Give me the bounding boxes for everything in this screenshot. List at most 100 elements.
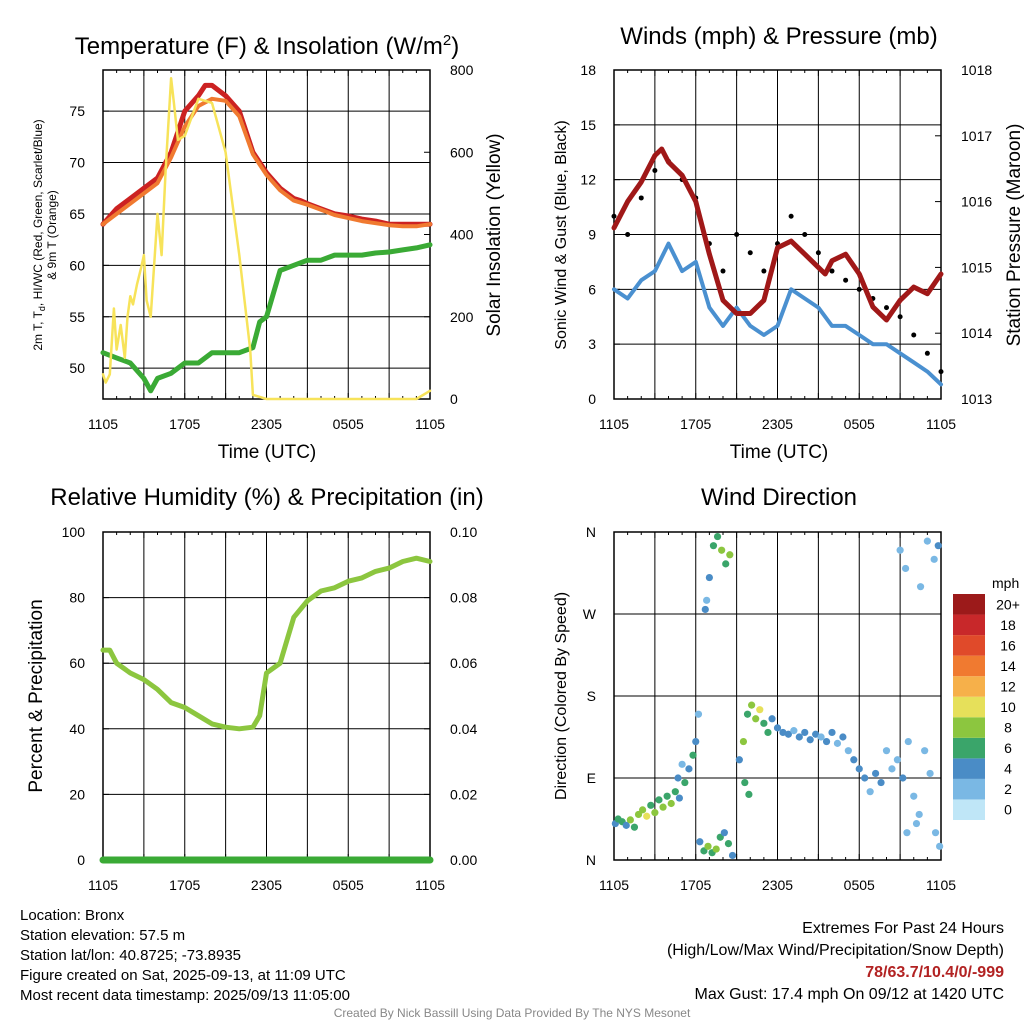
direction-point [675,794,684,802]
rh-xtick-label: 1105 [88,877,118,893]
dir-ytick-label: E [587,770,596,786]
temp-ytick-label: 75 [69,103,85,119]
direction-point [915,810,923,819]
colorbar-label: 10 [1000,699,1016,715]
dir-xtick-label: 1105 [599,877,629,893]
wind-ytick-label: 3 [588,336,596,352]
colorbar-label: 8 [1004,720,1012,736]
credit-line: Created By Nick Bassill Using Data Provi… [333,1006,691,1020]
temp9m-series-line [101,96,432,229]
gust-point [843,277,849,283]
colorbar-swatch [953,717,985,738]
direction-point [882,747,891,755]
direction-point [745,790,753,799]
plot-area: 1105 1705 2305 0505 110550556065707502004006… [62,62,1020,893]
direction-point [647,801,655,809]
direction-point [703,596,711,604]
direction-point [663,792,671,800]
direction-point [741,778,749,787]
direction-point [784,730,793,738]
direction-point [850,756,858,764]
direction-point [681,778,689,787]
gust-point [815,250,821,256]
station-elevation: Station elevation: 57.5 m [20,927,186,944]
wind-y2label: Station Pressure (Maroon) [1004,124,1024,347]
dir-xtick-label: 1705 [680,877,711,893]
direction-point [626,816,634,824]
rh-chart: 1105 1705 2305 0505 11050204060801000.000.02… [62,524,478,893]
wind-xtick-label: 2305 [762,416,793,432]
rh-series-line [100,555,433,732]
direction-point [801,728,809,737]
direction-point [904,737,912,746]
direction-point [752,715,760,723]
temp-ylabel-part2: , HI/WC (Red, Green, Scarlet/Blue) [31,119,45,306]
direction-point [817,733,825,741]
dir-ytick-label: S [587,688,596,704]
direction-point [896,546,904,554]
direction-point [724,840,733,848]
temp-title-end: ) [451,33,459,60]
colorbar-swatch [953,799,985,820]
direction-point [643,812,651,820]
wind-y2tick-label: 1017 [961,128,992,144]
rh-panel-title: Relative Humidity (%) & Precipitation (i… [50,484,483,511]
colorbar-swatch [953,778,985,800]
extremes-legend: (High/Low/Max Wind/Precipitation/Snow De… [666,942,1004,959]
gust-point [652,168,658,174]
temp-title-main: Temperature (F) & Insolation (W/m [75,33,443,60]
colorbar-label: 4 [1004,761,1012,777]
direction-point [901,564,910,573]
direction-point [696,838,704,846]
direction-point [630,823,639,831]
rh-y2tick-label: 0.10 [450,524,477,540]
direction-point [934,542,942,550]
gust-point [802,232,808,237]
colorbar-label: 2 [1004,781,1012,797]
wind-xlabel: Time (UTC) [730,442,829,463]
gust-point [611,213,617,219]
direction-point [667,799,675,808]
direction-point [713,532,722,541]
rh-y2tick-label: 0.06 [450,655,477,671]
wind-ylabel: Sonic Wind & Gust (Blue, Black) [553,120,570,349]
recent-timestamp: Most recent data timestamp: 2025/09/13 1… [20,987,350,1004]
direction-point [926,769,934,778]
temp-y2label: Solar Insolation (Yellow) [484,133,505,336]
colorbar-label: 16 [1000,637,1016,653]
direction-point [678,760,686,768]
direction-point [877,778,885,787]
colorbar-swatch [953,676,985,697]
wind-xtick-label: 1105 [926,416,956,432]
gust-point [788,213,794,219]
direction-point [855,765,863,773]
temp-xtick-label: 2305 [251,416,282,432]
station-latlon: Station lat/lon: 40.8725; -73.8935 [20,947,242,964]
extremes-heading: Extremes For Past 24 Hours [802,920,1004,937]
direction-point [806,736,814,744]
direction-point [760,719,768,727]
wind-xtick-label: 1705 [680,416,711,432]
dir-panel-title: Wind Direction [701,484,857,511]
colorbar-swatch [953,635,985,656]
wind-y2tick-label: 1018 [961,62,992,78]
dir-ylabel: Direction (Colored By Speed) [553,592,570,800]
direction-point [712,845,720,853]
temp-ytick-label: 50 [69,360,85,376]
extremes-values: 78/63.7/10.4/0/-999 [865,964,1004,981]
temp-ylabel: 2m T, Td, HI/WC (Red, Green, Scarlet/Blu… [31,119,47,350]
wind-xtick-label: 1105 [599,416,629,432]
direction-point [773,724,782,732]
direction-point [790,727,798,735]
direction-point [779,728,787,737]
wind-ytick-label: 9 [588,227,596,243]
direction-point [822,737,831,746]
direction-point [833,739,842,747]
direction-point [685,765,693,773]
colorbar-swatch [953,655,985,677]
direction-point [866,788,874,796]
colorbar-label: 0 [1004,802,1012,818]
max-gust: Max Gust: 17.4 mph On 09/12 at 1420 UTC [694,986,1005,1003]
rh-ytick-label: 100 [62,524,86,540]
